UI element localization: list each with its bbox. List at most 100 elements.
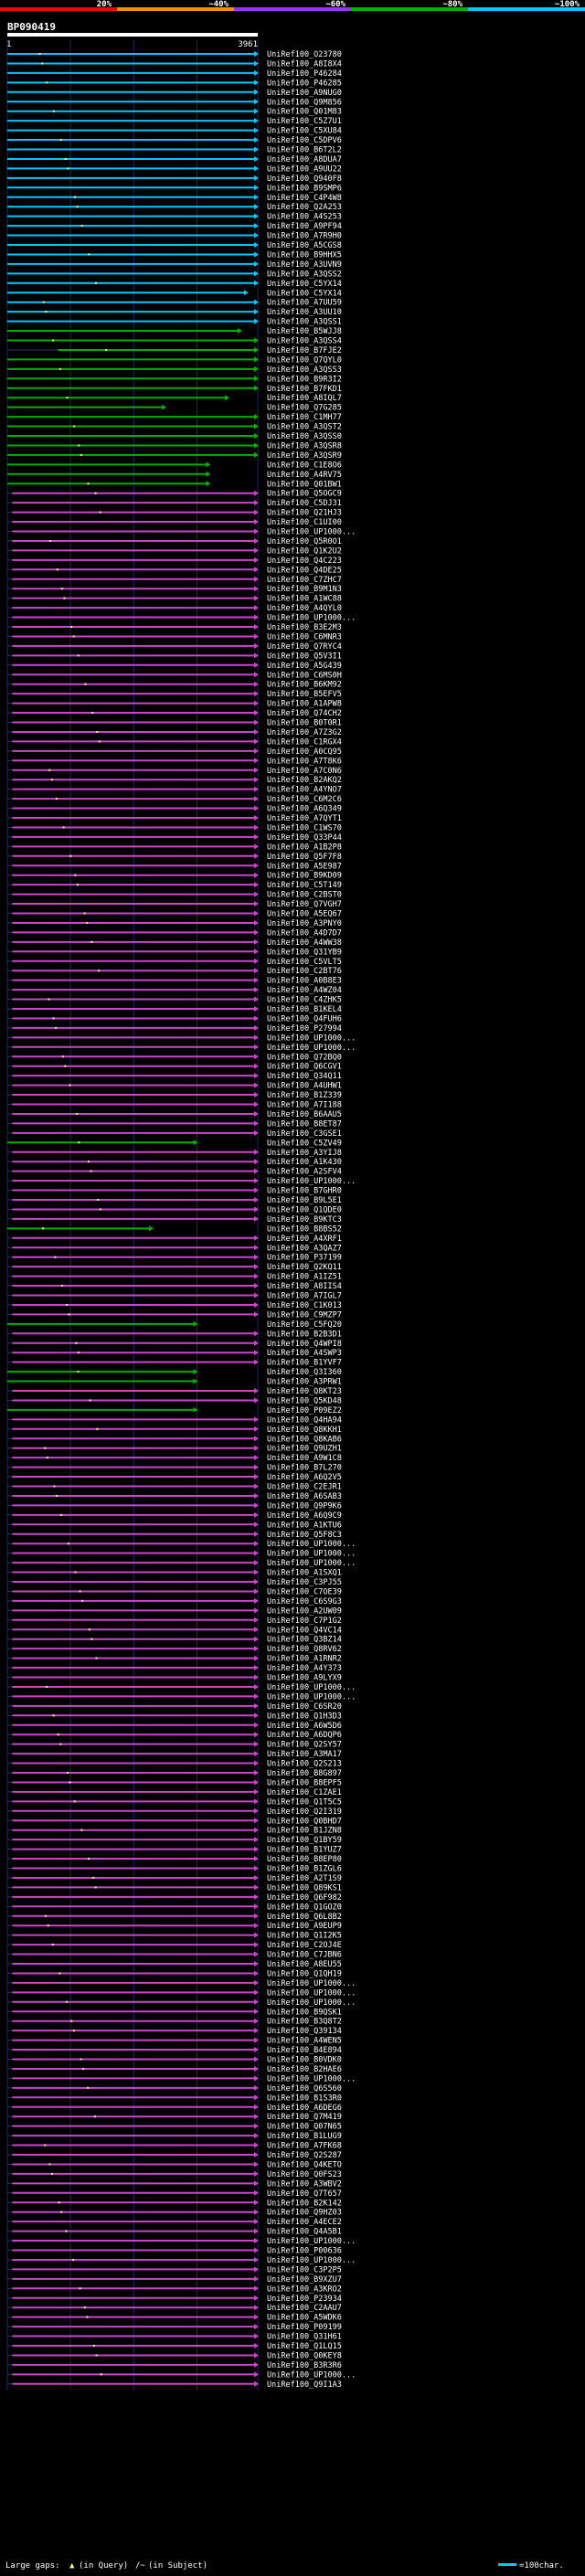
hit-row[interactable]: UniRef100_A8I8X4 bbox=[7, 59, 342, 69]
hit-row[interactable]: UniRef100_Q89KS1 bbox=[7, 1883, 342, 1892]
hit-label[interactable]: UniRef100_Q33P44 bbox=[267, 833, 342, 843]
hit-label[interactable]: UniRef100_B5EFV5 bbox=[267, 690, 342, 699]
hit-label[interactable]: UniRef100_A8I8X4 bbox=[267, 59, 342, 69]
hit-label[interactable]: UniRef100_Q8KKH1 bbox=[267, 1426, 342, 1435]
hit-label[interactable]: UniRef100_B3R3R6 bbox=[267, 2361, 342, 2370]
hit-label[interactable]: UniRef100_Q7RYC4 bbox=[267, 642, 342, 652]
hit-label[interactable]: UniRef100_Q6F982 bbox=[267, 1893, 342, 1903]
hit-label[interactable]: UniRef100_C5VLT5 bbox=[267, 958, 342, 967]
hit-label[interactable]: UniRef100_B0VDK0 bbox=[267, 2056, 342, 2065]
hit-row[interactable]: UniRef100_Q8RV62 bbox=[7, 1645, 342, 1654]
hit-label[interactable]: UniRef100_C6M2C6 bbox=[267, 795, 342, 804]
hit-label[interactable]: UniRef100_Q2S287 bbox=[267, 2151, 342, 2160]
hit-label[interactable]: UniRef100_A4XRF1 bbox=[267, 1235, 342, 1244]
hit-label[interactable]: UniRef100_A7T8K6 bbox=[267, 757, 342, 766]
hit-label[interactable]: UniRef100_B1YUZ7 bbox=[267, 1846, 342, 1855]
hit-row[interactable]: UniRef100_UP1000... bbox=[7, 1979, 356, 1988]
hit-label[interactable]: UniRef100_C7ZHC7 bbox=[267, 576, 342, 585]
hit-row[interactable]: UniRef100_P23934 bbox=[7, 2295, 342, 2304]
hit-row[interactable]: UniRef100_A4WEN5 bbox=[7, 2037, 342, 2046]
hit-row[interactable]: UniRef100_Q9UZH1 bbox=[7, 1445, 342, 1454]
hit-label[interactable]: UniRef100_A1WC88 bbox=[267, 595, 342, 604]
hit-label[interactable]: UniRef100_A9UU22 bbox=[267, 164, 342, 174]
hit-row[interactable]: UniRef100_P09199 bbox=[7, 2323, 342, 2332]
hit-label[interactable]: UniRef100_O23780 bbox=[267, 50, 342, 59]
hit-row[interactable]: UniRef100_A5E987 bbox=[7, 862, 342, 871]
hit-row[interactable]: UniRef100_B6KM92 bbox=[7, 681, 342, 690]
hit-row[interactable]: UniRef100_A7T8K6 bbox=[7, 757, 342, 766]
hit-row[interactable]: UniRef100_Q21HJ3 bbox=[7, 509, 342, 518]
hit-label[interactable]: UniRef100_A4YNO7 bbox=[267, 786, 342, 795]
hit-label[interactable]: UniRef100_A3UU10 bbox=[267, 308, 342, 317]
hit-row[interactable]: UniRef100_A4WW38 bbox=[7, 938, 342, 948]
hit-label[interactable]: UniRef100_C5DPV6 bbox=[267, 136, 342, 145]
hit-label[interactable]: UniRef100_Q9UZH1 bbox=[267, 1445, 342, 1454]
hit-row[interactable]: UniRef100_A6W5D6 bbox=[7, 1722, 342, 1731]
hit-row[interactable]: UniRef100_Q1BY59 bbox=[7, 1836, 342, 1845]
hit-label[interactable]: UniRef100_A1APW8 bbox=[267, 700, 342, 709]
hit-row[interactable]: UniRef100_Q8KAB6 bbox=[7, 1435, 342, 1444]
hit-row[interactable]: UniRef100_Q1T5C5 bbox=[7, 1797, 342, 1807]
hit-row[interactable]: UniRef100_O23780 bbox=[7, 50, 342, 59]
hit-row[interactable]: UniRef100_C1E8O6 bbox=[7, 461, 342, 470]
hit-label[interactable]: UniRef100_A8DUA7 bbox=[267, 155, 342, 164]
hit-label[interactable]: UniRef100_A6SAB3 bbox=[267, 1492, 342, 1501]
hit-row[interactable]: UniRef100_A9PF94 bbox=[7, 222, 342, 231]
hit-label[interactable]: UniRef100_B9L5E1 bbox=[267, 1196, 342, 1205]
hit-row[interactable]: UniRef100_B1Z339 bbox=[7, 1091, 342, 1100]
hit-label[interactable]: UniRef100_Q3I360 bbox=[267, 1368, 342, 1377]
hit-row[interactable]: UniRef100_C5XU84 bbox=[7, 127, 342, 136]
hit-label[interactable]: UniRef100_Q2S213 bbox=[267, 1760, 342, 1769]
hit-row[interactable]: UniRef100_B9M1N3 bbox=[7, 585, 342, 594]
hit-label[interactable]: UniRef100_A1SXQ1 bbox=[267, 1569, 342, 1578]
hit-label[interactable]: UniRef100_A3WBV2 bbox=[267, 2179, 342, 2189]
hit-row[interactable]: UniRef100_C5DJ31 bbox=[7, 499, 342, 508]
hit-row[interactable]: UniRef100_B9L5E1 bbox=[7, 1196, 342, 1205]
hit-label[interactable]: UniRef100_P37199 bbox=[267, 1254, 342, 1263]
hit-row[interactable]: UniRef100_A1WC88 bbox=[7, 595, 342, 604]
hit-row[interactable]: UniRef100_A9LYX9 bbox=[7, 1674, 342, 1683]
hit-label[interactable]: UniRef100_Q4WPI8 bbox=[267, 1340, 342, 1349]
hit-row[interactable]: UniRef100_A7UU59 bbox=[7, 299, 342, 308]
hit-label[interactable]: UniRef100_A6Q9C9 bbox=[267, 1511, 342, 1521]
hit-label[interactable]: UniRef100_Q4C223 bbox=[267, 557, 342, 566]
hit-row[interactable]: UniRef100_B1YVF7 bbox=[7, 1359, 342, 1368]
hit-label[interactable]: UniRef100_A8IIS4 bbox=[267, 1282, 342, 1291]
hit-row[interactable]: UniRef100_Q9P9K6 bbox=[7, 1501, 342, 1511]
hit-label[interactable]: UniRef100_A4S253 bbox=[267, 213, 342, 222]
hit-row[interactable]: UniRef100_Q1H3D3 bbox=[7, 1712, 342, 1721]
hit-row[interactable]: UniRef100_A7I188 bbox=[7, 1101, 342, 1110]
hit-row[interactable]: UniRef100_C5ZV49 bbox=[7, 1139, 342, 1148]
hit-label[interactable]: UniRef100_B2B3D1 bbox=[267, 1330, 342, 1339]
hit-label[interactable]: UniRef100_Q2KQ11 bbox=[267, 1263, 342, 1272]
hit-label[interactable]: UniRef100_A3YIJ8 bbox=[267, 1149, 342, 1158]
hit-label[interactable]: UniRef100_Q1K2U2 bbox=[267, 546, 342, 556]
hit-label[interactable]: UniRef100_Q1BY59 bbox=[267, 1836, 342, 1845]
hit-label[interactable]: UniRef100_Q5F7F8 bbox=[267, 853, 342, 862]
hit-row[interactable]: UniRef100_B5WJJ8 bbox=[7, 327, 342, 336]
hit-row[interactable]: UniRef100_A3QSR8 bbox=[7, 441, 342, 451]
hit-label[interactable]: UniRef100_Q9M856 bbox=[267, 98, 342, 107]
hit-row[interactable]: UniRef100_B8EP80 bbox=[7, 1855, 342, 1864]
hit-row[interactable]: UniRef100_UP1000... bbox=[7, 1177, 356, 1186]
hit-label[interactable]: UniRef100_A5EQ67 bbox=[267, 910, 342, 919]
hit-label[interactable]: UniRef100_B1S3R0 bbox=[267, 2094, 342, 2103]
hit-label[interactable]: UniRef100_A4RV75 bbox=[267, 471, 342, 480]
hit-label[interactable]: UniRef100_Q1QDE0 bbox=[267, 1205, 342, 1214]
hit-label[interactable]: UniRef100_A2SFV4 bbox=[267, 1168, 342, 1177]
hit-row[interactable]: UniRef100_B1JZN8 bbox=[7, 1827, 342, 1836]
hit-label[interactable]: UniRef100_UP1000... bbox=[267, 1998, 356, 2008]
hit-row[interactable]: UniRef100_A3QSS4 bbox=[7, 337, 342, 346]
hit-label[interactable]: UniRef100_Q72BQ0 bbox=[267, 1053, 342, 1062]
hit-label[interactable]: UniRef100_Q0FS23 bbox=[267, 2170, 342, 2179]
hit-label[interactable]: UniRef100_B6KM92 bbox=[267, 681, 342, 690]
hit-row[interactable]: UniRef100_C6M2C6 bbox=[7, 795, 342, 804]
hit-row[interactable]: UniRef100_A7R9H0 bbox=[7, 232, 342, 241]
hit-row[interactable]: UniRef100_A3PNY0 bbox=[7, 919, 342, 928]
hit-row[interactable]: UniRef100_Q0FS23 bbox=[7, 2170, 342, 2179]
hit-label[interactable]: UniRef100_C5DJ31 bbox=[267, 499, 342, 508]
hit-label[interactable]: UniRef100_A4ECE2 bbox=[267, 2218, 342, 2227]
hit-label[interactable]: UniRef100_B2K142 bbox=[267, 2199, 342, 2208]
hit-label[interactable]: UniRef100_Q5KD48 bbox=[267, 1396, 342, 1405]
hit-row[interactable]: UniRef100_Q5R0O1 bbox=[7, 537, 342, 546]
